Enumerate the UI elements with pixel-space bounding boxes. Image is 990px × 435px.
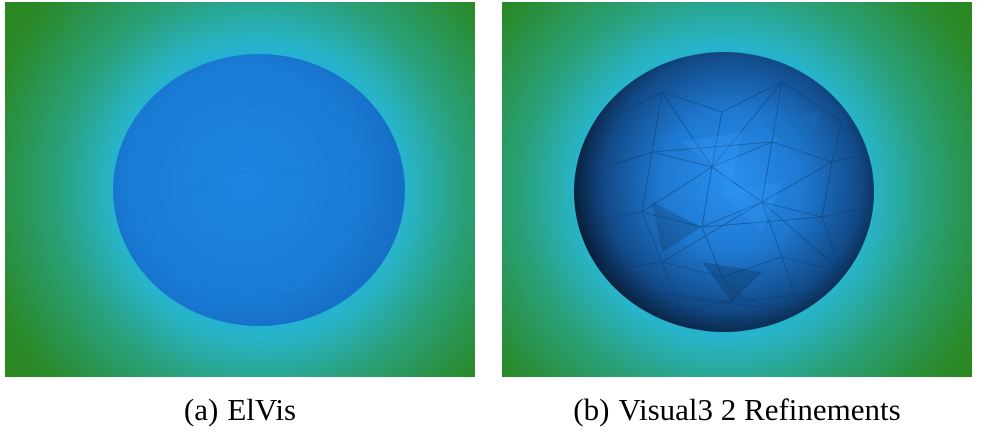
faceted-sphere-render <box>502 2 972 377</box>
render-panel-elvis <box>5 2 475 377</box>
render-panel-visual3 <box>502 2 972 377</box>
facet-highlights <box>652 112 822 302</box>
caption-text: Visual3 2 Refinements <box>618 392 901 427</box>
caption-b: (b) Visual3 2 Refinements <box>497 392 977 428</box>
caption-a: (a) ElVis <box>0 392 480 428</box>
sphere <box>574 52 874 332</box>
sphere <box>113 54 405 326</box>
caption-tag: (b) <box>573 392 610 427</box>
smooth-sphere-render <box>5 2 475 377</box>
caption-tag: (a) <box>183 392 219 427</box>
caption-text: ElVis <box>227 392 297 427</box>
